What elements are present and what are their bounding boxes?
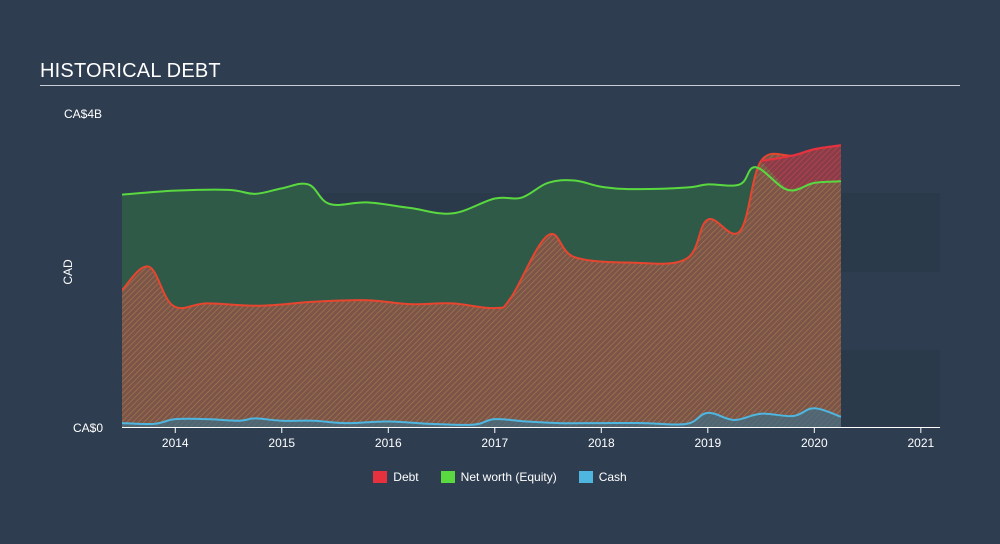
y-tick-label-bottom: CA$0 xyxy=(73,421,103,435)
legend-label-cash: Cash xyxy=(598,470,627,484)
legend-item-equity[interactable]: Net worth (Equity) xyxy=(440,470,557,484)
x-tick-label-2018: 2018 xyxy=(588,436,615,450)
title-divider xyxy=(40,85,960,86)
legend-item-debt[interactable]: Debt xyxy=(373,470,419,484)
y-axis-label: CAD xyxy=(61,259,75,285)
cash-area xyxy=(122,408,841,427)
chart-title: HISTORICAL DEBT xyxy=(40,60,221,82)
x-tick-label-2021: 2021 xyxy=(907,436,934,450)
debt-line xyxy=(122,144,842,310)
chart-legend: Debt Net worth (Equity) Cash xyxy=(0,470,1000,484)
x-tick-label-2019: 2019 xyxy=(694,436,721,450)
cash-line xyxy=(122,407,842,426)
x-tick-label-2015: 2015 xyxy=(268,436,295,450)
legend-swatch-equity xyxy=(440,471,455,483)
legend-swatch-cash xyxy=(578,471,593,483)
x-tick-label-2020: 2020 xyxy=(801,436,828,450)
debt-excess-area xyxy=(761,145,841,190)
x-tick-label-2016: 2016 xyxy=(375,436,402,450)
legend-label-equity: Net worth (Equity) xyxy=(460,470,557,484)
legend-item-cash[interactable]: Cash xyxy=(578,470,627,484)
x-tick-label-2014: 2014 xyxy=(162,436,189,450)
legend-swatch-debt xyxy=(373,471,388,483)
debt-area xyxy=(122,145,841,428)
equity-line xyxy=(122,166,842,215)
legend-label-debt: Debt xyxy=(393,470,419,484)
debt-line-upper xyxy=(760,144,842,162)
y-tick-label-top: CA$4B xyxy=(64,107,102,121)
x-tick-label-2017: 2017 xyxy=(481,436,508,450)
